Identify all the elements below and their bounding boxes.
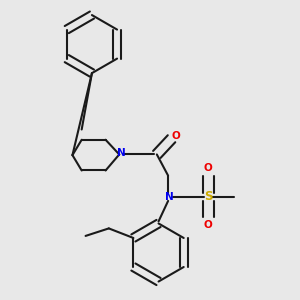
Text: S: S [204,190,212,203]
Text: O: O [171,131,180,141]
Text: O: O [204,220,212,230]
Text: N: N [117,148,125,158]
Text: O: O [204,163,212,173]
Text: N: N [165,192,173,202]
